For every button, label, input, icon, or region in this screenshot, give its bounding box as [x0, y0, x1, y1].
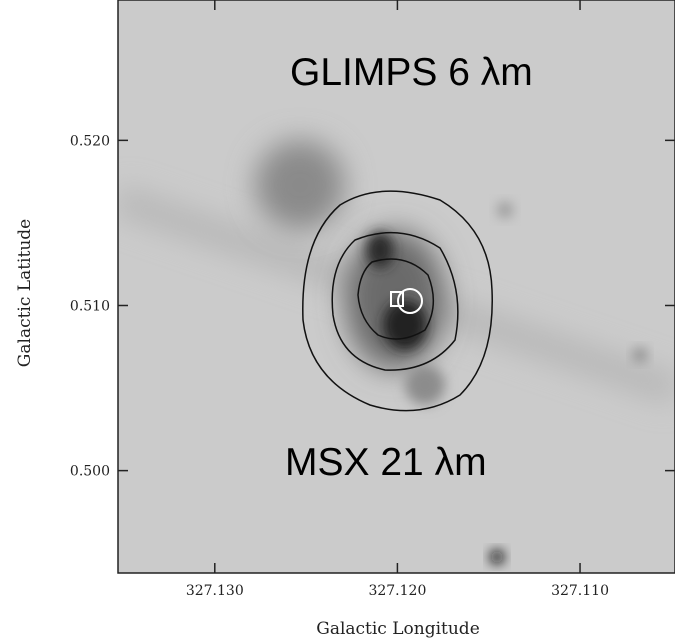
- y-tick-label: 0.520: [70, 133, 110, 149]
- plot-frame: [117, 0, 675, 574]
- annotation: GLIMPS 6 λm: [290, 51, 533, 94]
- x-axis-label: Galactic Longitude: [316, 619, 480, 639]
- sky-image: [118, 0, 675, 573]
- y-tick-label: 0.510: [70, 298, 110, 314]
- x-tick-label: 327.130: [186, 583, 244, 599]
- y-tick-label: 0.500: [70, 464, 110, 480]
- y-axis-label: Galactic Latitude: [15, 219, 35, 367]
- annotation: MSX 21 λm: [285, 441, 487, 484]
- x-tick-label: 327.110: [551, 583, 609, 599]
- x-tick-label: 327.120: [368, 583, 426, 599]
